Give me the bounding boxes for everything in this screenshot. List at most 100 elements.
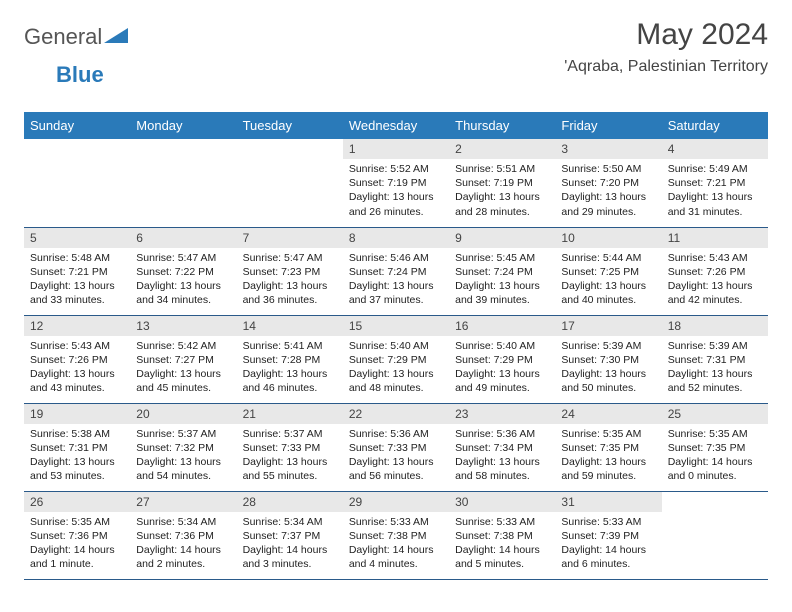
- calendar-cell: 3Sunrise: 5:50 AMSunset: 7:20 PMDaylight…: [555, 139, 661, 227]
- calendar-cell: 1Sunrise: 5:52 AMSunset: 7:19 PMDaylight…: [343, 139, 449, 227]
- day-data: Sunrise: 5:51 AMSunset: 7:19 PMDaylight:…: [449, 159, 555, 225]
- day-number: 7: [237, 228, 343, 248]
- day-number: 2: [449, 139, 555, 159]
- calendar-row: 12Sunrise: 5:43 AMSunset: 7:26 PMDayligh…: [24, 315, 768, 403]
- day-number: 30: [449, 492, 555, 512]
- day-data: Sunrise: 5:43 AMSunset: 7:26 PMDaylight:…: [24, 336, 130, 402]
- weekday-header: Wednesday: [343, 112, 449, 139]
- day-data: Sunrise: 5:41 AMSunset: 7:28 PMDaylight:…: [237, 336, 343, 402]
- day-number: 28: [237, 492, 343, 512]
- day-number: 12: [24, 316, 130, 336]
- day-number: 17: [555, 316, 661, 336]
- weekday-header: Saturday: [662, 112, 768, 139]
- day-number: 3: [555, 139, 661, 159]
- calendar-cell: 13Sunrise: 5:42 AMSunset: 7:27 PMDayligh…: [130, 315, 236, 403]
- day-number: 9: [449, 228, 555, 248]
- day-number: 4: [662, 139, 768, 159]
- day-data: Sunrise: 5:50 AMSunset: 7:20 PMDaylight:…: [555, 159, 661, 225]
- calendar-cell: [237, 139, 343, 227]
- day-number: 11: [662, 228, 768, 248]
- calendar-table: SundayMondayTuesdayWednesdayThursdayFrid…: [24, 112, 768, 580]
- calendar-cell: 20Sunrise: 5:37 AMSunset: 7:32 PMDayligh…: [130, 403, 236, 491]
- calendar-cell: 22Sunrise: 5:36 AMSunset: 7:33 PMDayligh…: [343, 403, 449, 491]
- day-data: Sunrise: 5:34 AMSunset: 7:37 PMDaylight:…: [237, 512, 343, 578]
- day-data: Sunrise: 5:45 AMSunset: 7:24 PMDaylight:…: [449, 248, 555, 314]
- day-number: 19: [24, 404, 130, 424]
- day-number: 15: [343, 316, 449, 336]
- day-data: Sunrise: 5:35 AMSunset: 7:35 PMDaylight:…: [662, 424, 768, 490]
- day-number: 21: [237, 404, 343, 424]
- day-number: 10: [555, 228, 661, 248]
- calendar-cell: 2Sunrise: 5:51 AMSunset: 7:19 PMDaylight…: [449, 139, 555, 227]
- day-data: Sunrise: 5:34 AMSunset: 7:36 PMDaylight:…: [130, 512, 236, 578]
- day-number: 26: [24, 492, 130, 512]
- day-data: Sunrise: 5:35 AMSunset: 7:36 PMDaylight:…: [24, 512, 130, 578]
- logo: General: [24, 24, 132, 50]
- calendar-cell: 7Sunrise: 5:47 AMSunset: 7:23 PMDaylight…: [237, 227, 343, 315]
- day-data: Sunrise: 5:35 AMSunset: 7:35 PMDaylight:…: [555, 424, 661, 490]
- day-data: Sunrise: 5:39 AMSunset: 7:31 PMDaylight:…: [662, 336, 768, 402]
- day-number: 25: [662, 404, 768, 424]
- day-number: 5: [24, 228, 130, 248]
- day-number: 23: [449, 404, 555, 424]
- calendar-cell: 4Sunrise: 5:49 AMSunset: 7:21 PMDaylight…: [662, 139, 768, 227]
- day-data: Sunrise: 5:44 AMSunset: 7:25 PMDaylight:…: [555, 248, 661, 314]
- day-data: Sunrise: 5:37 AMSunset: 7:33 PMDaylight:…: [237, 424, 343, 490]
- calendar-cell: 19Sunrise: 5:38 AMSunset: 7:31 PMDayligh…: [24, 403, 130, 491]
- weekday-header: Monday: [130, 112, 236, 139]
- day-data: Sunrise: 5:42 AMSunset: 7:27 PMDaylight:…: [130, 336, 236, 402]
- calendar-cell: [662, 491, 768, 579]
- day-data: Sunrise: 5:47 AMSunset: 7:22 PMDaylight:…: [130, 248, 236, 314]
- calendar-cell: 31Sunrise: 5:33 AMSunset: 7:39 PMDayligh…: [555, 491, 661, 579]
- weekday-header: Thursday: [449, 112, 555, 139]
- day-number: 16: [449, 316, 555, 336]
- calendar-cell: 17Sunrise: 5:39 AMSunset: 7:30 PMDayligh…: [555, 315, 661, 403]
- calendar-cell: 11Sunrise: 5:43 AMSunset: 7:26 PMDayligh…: [662, 227, 768, 315]
- calendar-head: SundayMondayTuesdayWednesdayThursdayFrid…: [24, 112, 768, 139]
- day-data: Sunrise: 5:33 AMSunset: 7:38 PMDaylight:…: [449, 512, 555, 578]
- calendar-cell: 23Sunrise: 5:36 AMSunset: 7:34 PMDayligh…: [449, 403, 555, 491]
- day-data: Sunrise: 5:36 AMSunset: 7:34 PMDaylight:…: [449, 424, 555, 490]
- weekday-header: Sunday: [24, 112, 130, 139]
- calendar-row: 5Sunrise: 5:48 AMSunset: 7:21 PMDaylight…: [24, 227, 768, 315]
- day-number: 22: [343, 404, 449, 424]
- day-data: Sunrise: 5:47 AMSunset: 7:23 PMDaylight:…: [237, 248, 343, 314]
- day-data: Sunrise: 5:49 AMSunset: 7:21 PMDaylight:…: [662, 159, 768, 225]
- calendar-cell: 9Sunrise: 5:45 AMSunset: 7:24 PMDaylight…: [449, 227, 555, 315]
- calendar-cell: 25Sunrise: 5:35 AMSunset: 7:35 PMDayligh…: [662, 403, 768, 491]
- calendar-row: 19Sunrise: 5:38 AMSunset: 7:31 PMDayligh…: [24, 403, 768, 491]
- day-data: Sunrise: 5:52 AMSunset: 7:19 PMDaylight:…: [343, 159, 449, 225]
- calendar-cell: 8Sunrise: 5:46 AMSunset: 7:24 PMDaylight…: [343, 227, 449, 315]
- day-number: 14: [237, 316, 343, 336]
- calendar-cell: 10Sunrise: 5:44 AMSunset: 7:25 PMDayligh…: [555, 227, 661, 315]
- calendar-cell: 15Sunrise: 5:40 AMSunset: 7:29 PMDayligh…: [343, 315, 449, 403]
- weekday-header: Tuesday: [237, 112, 343, 139]
- day-number: 18: [662, 316, 768, 336]
- calendar-cell: 28Sunrise: 5:34 AMSunset: 7:37 PMDayligh…: [237, 491, 343, 579]
- day-number: 31: [555, 492, 661, 512]
- logo-triangle-icon: [104, 26, 130, 49]
- day-number: 27: [130, 492, 236, 512]
- calendar-cell: 14Sunrise: 5:41 AMSunset: 7:28 PMDayligh…: [237, 315, 343, 403]
- logo-text-general: General: [24, 24, 102, 50]
- calendar-cell: 27Sunrise: 5:34 AMSunset: 7:36 PMDayligh…: [130, 491, 236, 579]
- calendar-cell: [130, 139, 236, 227]
- calendar-cell: 29Sunrise: 5:33 AMSunset: 7:38 PMDayligh…: [343, 491, 449, 579]
- day-data: Sunrise: 5:40 AMSunset: 7:29 PMDaylight:…: [449, 336, 555, 402]
- day-number: 1: [343, 139, 449, 159]
- day-number: 6: [130, 228, 236, 248]
- day-data: Sunrise: 5:38 AMSunset: 7:31 PMDaylight:…: [24, 424, 130, 490]
- day-data: Sunrise: 5:40 AMSunset: 7:29 PMDaylight:…: [343, 336, 449, 402]
- calendar-row: 26Sunrise: 5:35 AMSunset: 7:36 PMDayligh…: [24, 491, 768, 579]
- calendar-cell: 6Sunrise: 5:47 AMSunset: 7:22 PMDaylight…: [130, 227, 236, 315]
- calendar-cell: 12Sunrise: 5:43 AMSunset: 7:26 PMDayligh…: [24, 315, 130, 403]
- day-data: Sunrise: 5:43 AMSunset: 7:26 PMDaylight:…: [662, 248, 768, 314]
- calendar-cell: [24, 139, 130, 227]
- day-data: Sunrise: 5:36 AMSunset: 7:33 PMDaylight:…: [343, 424, 449, 490]
- day-data: Sunrise: 5:33 AMSunset: 7:38 PMDaylight:…: [343, 512, 449, 578]
- calendar-body: 1Sunrise: 5:52 AMSunset: 7:19 PMDaylight…: [24, 139, 768, 579]
- calendar-cell: 21Sunrise: 5:37 AMSunset: 7:33 PMDayligh…: [237, 403, 343, 491]
- day-number: 20: [130, 404, 236, 424]
- day-data: Sunrise: 5:39 AMSunset: 7:30 PMDaylight:…: [555, 336, 661, 402]
- month-title: May 2024: [564, 18, 768, 52]
